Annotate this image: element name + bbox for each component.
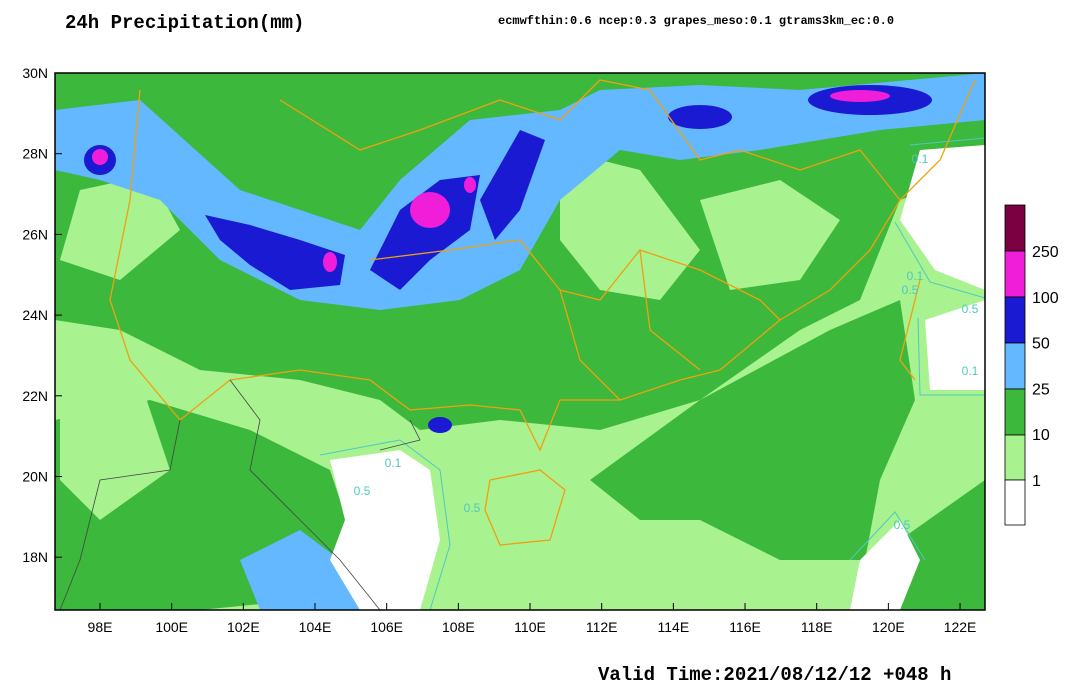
lon-label: 108E — [442, 619, 475, 635]
colorbar — [1004, 204, 1026, 526]
lon-label: 116E — [729, 619, 761, 635]
ticks — [55, 72, 961, 610]
contour-label: 0.5 — [464, 501, 481, 515]
lon-label: 114E — [658, 619, 690, 635]
lat-label: 18N — [22, 549, 48, 565]
lon-label: 102E — [227, 619, 260, 635]
contour-label: 0.5 — [902, 283, 919, 297]
legend-label: 100 — [1032, 290, 1059, 307]
contour-label: 0.1 — [907, 269, 924, 283]
title: 24h Precipitation(mm) — [65, 12, 304, 34]
lat-label: 20N — [22, 469, 48, 485]
contour-label: 0.5 — [962, 302, 979, 316]
lon-label: 104E — [299, 619, 332, 635]
lon-label: 98E — [88, 619, 113, 635]
lon-label: 110E — [514, 619, 546, 635]
contour-label: 0.1 — [962, 364, 979, 378]
contour-label: 0.5 — [354, 484, 371, 498]
contour-label: 0.1 — [912, 152, 929, 166]
weights: ecmwfthin:0.6 ncep:0.3 grapes_meso:0.1 g… — [498, 14, 894, 28]
contour-label: 0.5 — [894, 518, 911, 532]
lon-label: 122E — [944, 619, 977, 635]
legend-label: 50 — [1032, 336, 1050, 353]
lon-label: 118E — [801, 619, 833, 635]
legend-label: 10 — [1032, 427, 1050, 444]
lon-label: 112E — [586, 619, 618, 635]
lat-label: 30N — [22, 65, 48, 81]
lon-label: 100E — [155, 619, 188, 635]
lon-label: 120E — [872, 619, 905, 635]
contour-label: 0.1 — [385, 456, 402, 470]
lat-label: 22N — [22, 388, 48, 404]
lat-label: 24N — [22, 307, 48, 323]
legend-label: 1 — [1032, 473, 1041, 490]
map — [55, 73, 985, 610]
valid-time: Valid Time:2021/08/12/12 +048 h — [598, 664, 951, 686]
lon-label: 106E — [370, 619, 403, 635]
legend-label: 250 — [1032, 244, 1059, 261]
legend-label: 25 — [1032, 381, 1050, 398]
lat-label: 28N — [22, 146, 48, 162]
map-frame — [54, 72, 986, 611]
lat-label: 26N — [22, 226, 48, 242]
